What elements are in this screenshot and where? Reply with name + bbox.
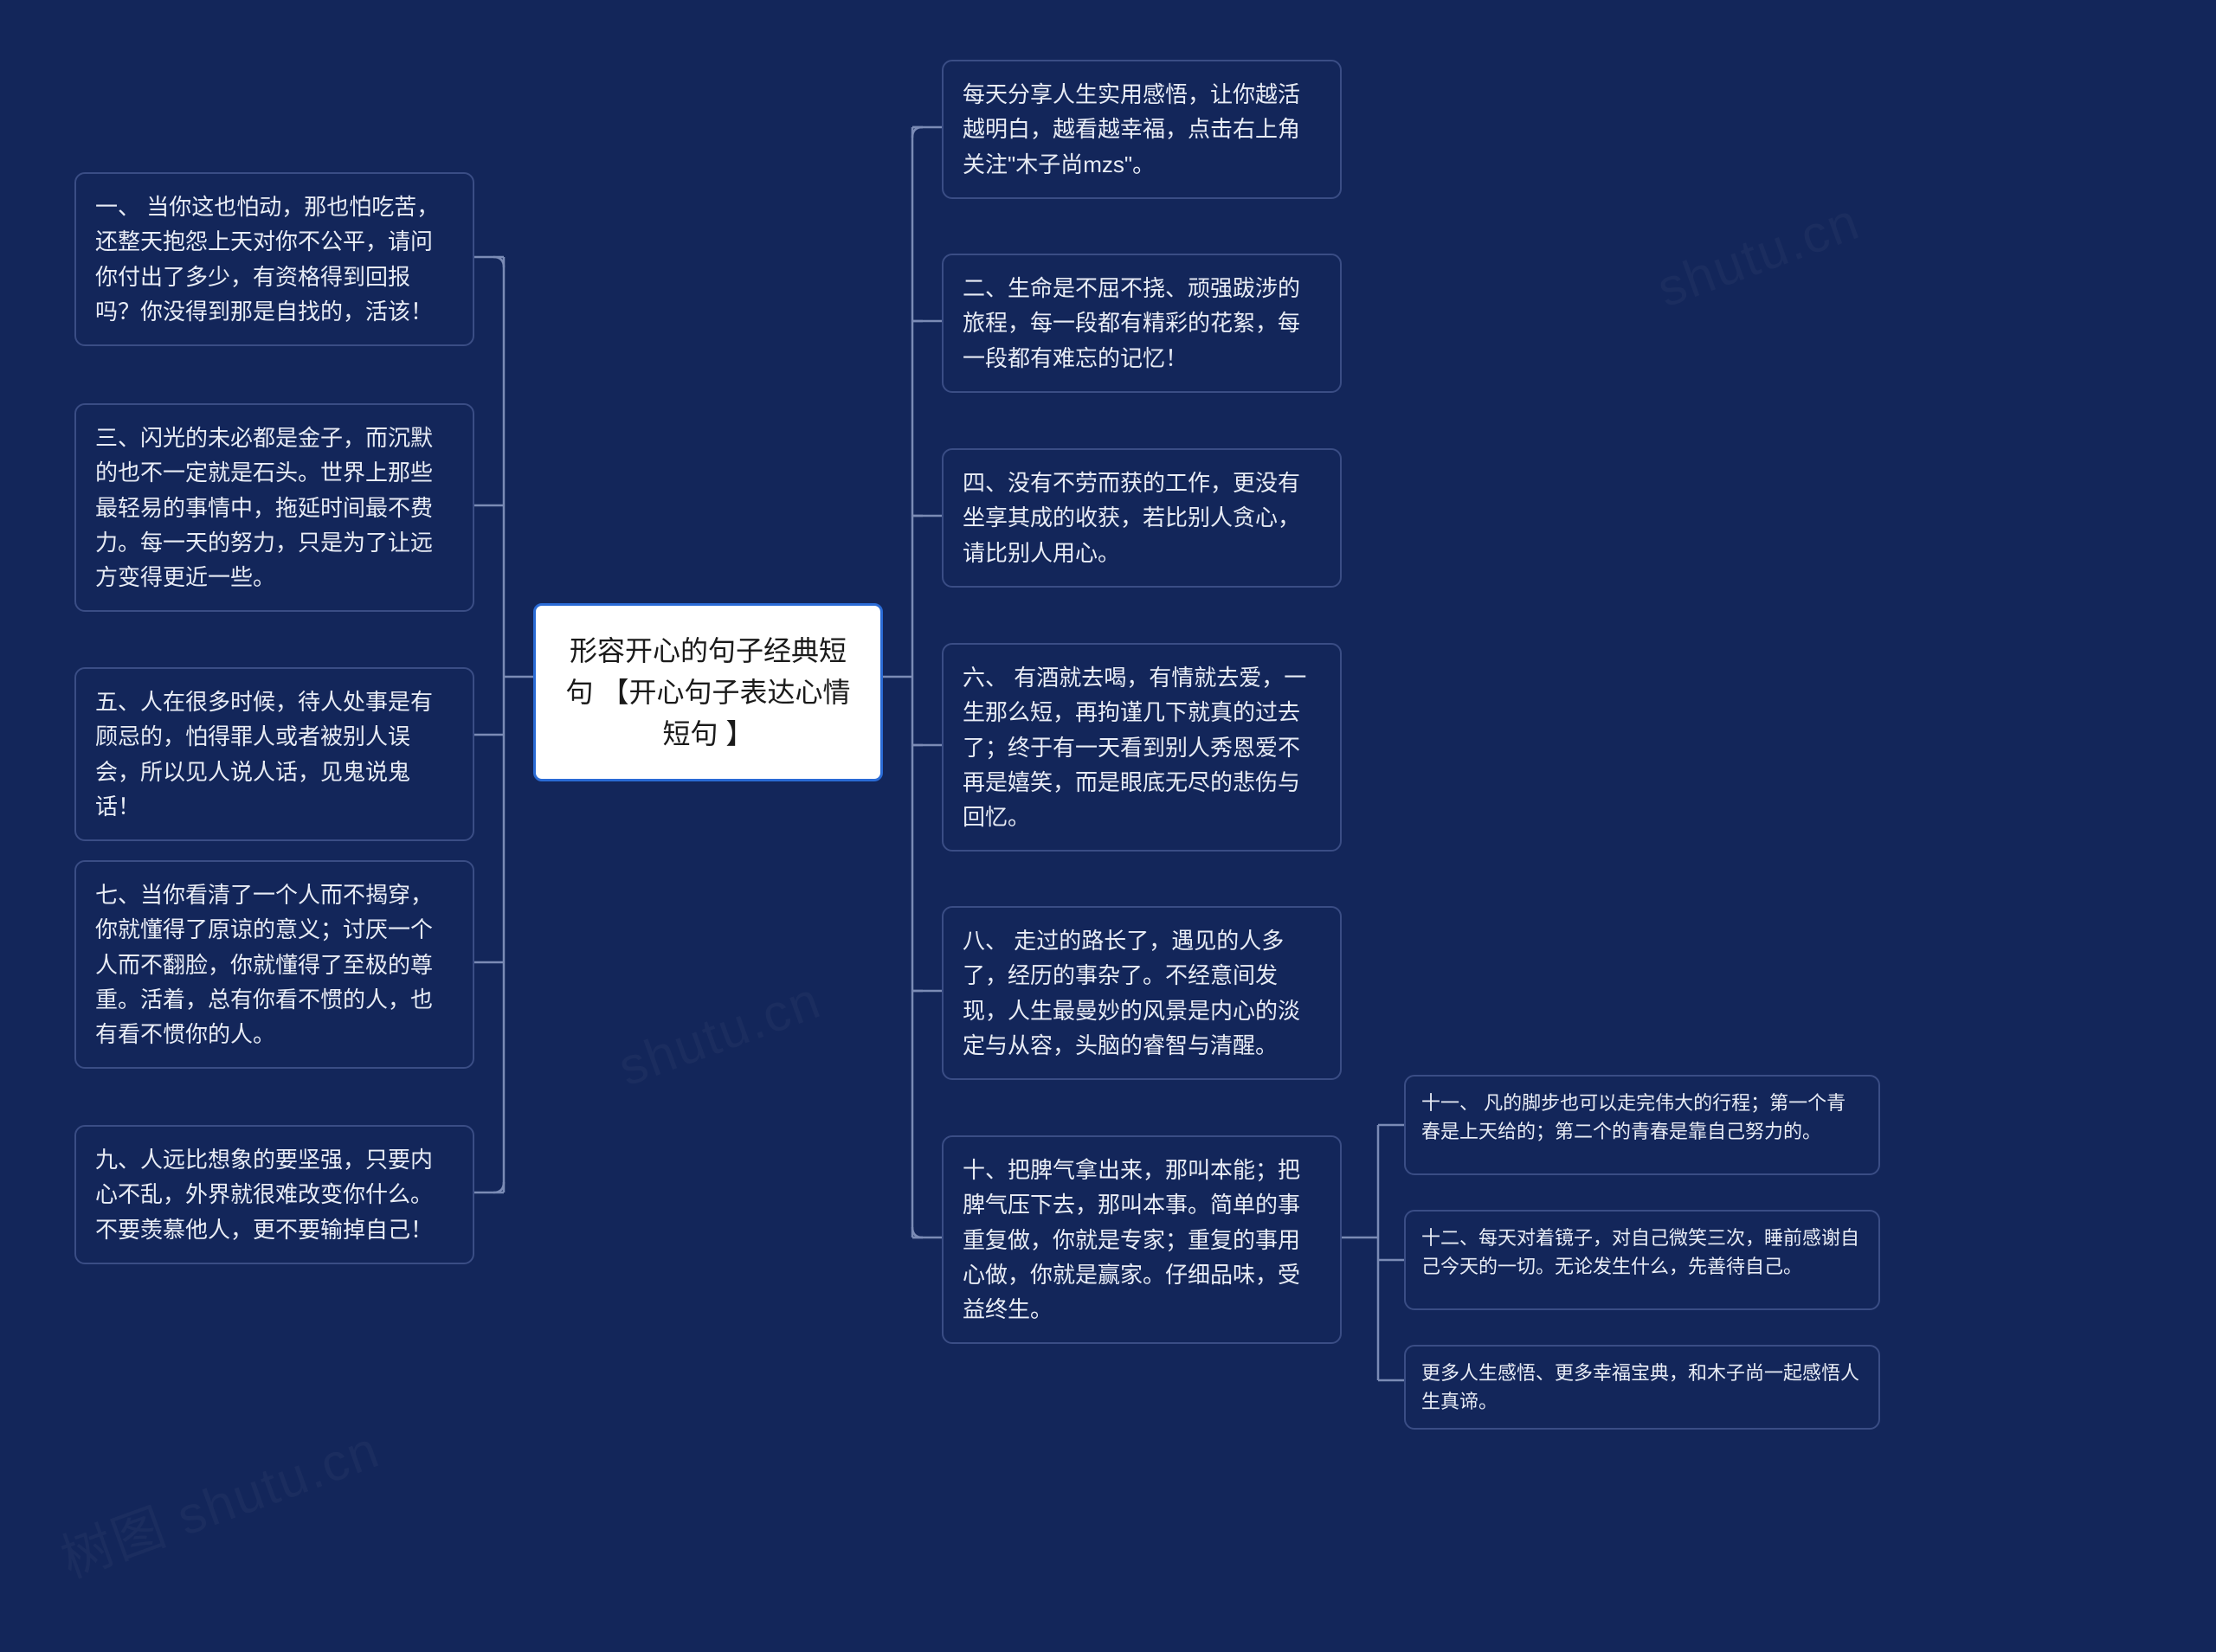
right-node-1: 每天分享人生实用感悟，让你越活越明白，越看越幸福，点击右上角关注"木子尚mzs"…	[942, 60, 1342, 199]
node-text: 四、没有不劳而获的工作，更没有坐享其成的收获，若比别人贪心，请比别人用心。	[963, 470, 1300, 566]
node-text: 三、闪光的未必都是金子，而沉默的也不一定就是石头。世界上那些最轻易的事情中，拖延…	[95, 425, 433, 590]
left-node-4: 七、当你看清了一个人而不揭穿，你就懂得了原谅的意义；讨厌一个人而不翻脸，你就懂得…	[74, 860, 474, 1069]
left-node-2: 三、闪光的未必都是金子，而沉默的也不一定就是石头。世界上那些最轻易的事情中，拖延…	[74, 403, 474, 612]
center-node: 形容开心的句子经典短句 【开心句子表达心情短句 】	[533, 603, 883, 781]
right-node-3: 四、没有不劳而获的工作，更没有坐享其成的收获，若比别人贪心，请比别人用心。	[942, 448, 1342, 588]
node-text: 六、 有酒就去喝，有情就去爱，一生那么短，再拘谨几下就真的过去了；终于有一天看到…	[963, 665, 1306, 830]
right-node-2: 二、生命是不屈不挠、顽强跋涉的旅程，每一段都有精彩的花絮，每一段都有难忘的记忆！	[942, 254, 1342, 393]
node-text: 更多人生感悟、更多幸福宝典，和木子尚一起感悟人生真谛。	[1421, 1362, 1859, 1412]
node-text: 十、把脾气拿出来，那叫本能；把脾气压下去，那叫本事。简单的事重复做，你就是专家；…	[963, 1157, 1300, 1322]
sub-node-2: 十二、每天对着镜子，对自己微笑三次，睡前感谢自己今天的一切。无论发生什么，先善待…	[1404, 1210, 1880, 1310]
node-text: 五、人在很多时候，待人处事是有顾忌的，怕得罪人或者被别人误会，所以见人说人话，见…	[95, 689, 433, 820]
right-node-6: 十、把脾气拿出来，那叫本能；把脾气压下去，那叫本事。简单的事重复做，你就是专家；…	[942, 1135, 1342, 1344]
left-node-5: 九、人远比想象的要坚强，只要内心不乱，外界就很难改变你什么。不要羡慕他人，更不要…	[74, 1125, 474, 1264]
right-node-4: 六、 有酒就去喝，有情就去爱，一生那么短，再拘谨几下就真的过去了；终于有一天看到…	[942, 643, 1342, 852]
node-text: 十二、每天对着镜子，对自己微笑三次，睡前感谢自己今天的一切。无论发生什么，先善待…	[1421, 1227, 1859, 1277]
node-text: 七、当你看清了一个人而不揭穿，你就懂得了原谅的意义；讨厌一个人而不翻脸，你就懂得…	[95, 882, 433, 1047]
watermark-1: shutu.cn	[611, 970, 829, 1098]
watermark-2: shutu.cn	[1650, 191, 1868, 319]
node-text: 八、 走过的路长了，遇见的人多了，经历的事杂了。不经意间发现，人生最曼妙的风景是…	[963, 928, 1300, 1058]
mindmap-canvas: 形容开心的句子经典短句 【开心句子表达心情短句 】 一、 当你这也怕动，那也怕吃…	[0, 0, 2216, 1652]
node-text: 十一、 凡的脚步也可以走完伟大的行程；第一个青春是上天给的；第二个的青春是靠自己…	[1421, 1092, 1846, 1142]
sub-node-1: 十一、 凡的脚步也可以走完伟大的行程；第一个青春是上天给的；第二个的青春是靠自己…	[1404, 1075, 1880, 1175]
right-node-5: 八、 走过的路长了，遇见的人多了，经历的事杂了。不经意间发现，人生最曼妙的风景是…	[942, 906, 1342, 1080]
left-node-1: 一、 当你这也怕动，那也怕吃苦，还整天抱怨上天对你不公平，请问你付出了多少，有资…	[74, 172, 474, 346]
node-text: 每天分享人生实用感悟，让你越活越明白，越看越幸福，点击右上角关注"木子尚mzs"…	[963, 81, 1300, 177]
node-text: 一、 当你这也怕动，那也怕吃苦，还整天抱怨上天对你不公平，请问你付出了多少，有资…	[95, 194, 439, 325]
left-node-3: 五、人在很多时候，待人处事是有顾忌的，怕得罪人或者被别人误会，所以见人说人话，见…	[74, 667, 474, 841]
node-text: 九、人远比想象的要坚强，只要内心不乱，外界就很难改变你什么。不要羡慕他人，更不要…	[95, 1147, 433, 1243]
sub-node-3: 更多人生感悟、更多幸福宝典，和木子尚一起感悟人生真谛。	[1404, 1345, 1880, 1430]
center-text: 形容开心的句子经典短句 【开心句子表达心情短句 】	[566, 635, 851, 749]
node-text: 二、生命是不屈不挠、顽强跋涉的旅程，每一段都有精彩的花絮，每一段都有难忘的记忆！	[963, 275, 1300, 371]
watermark-3: 树图 shutu.cn	[49, 1408, 389, 1593]
